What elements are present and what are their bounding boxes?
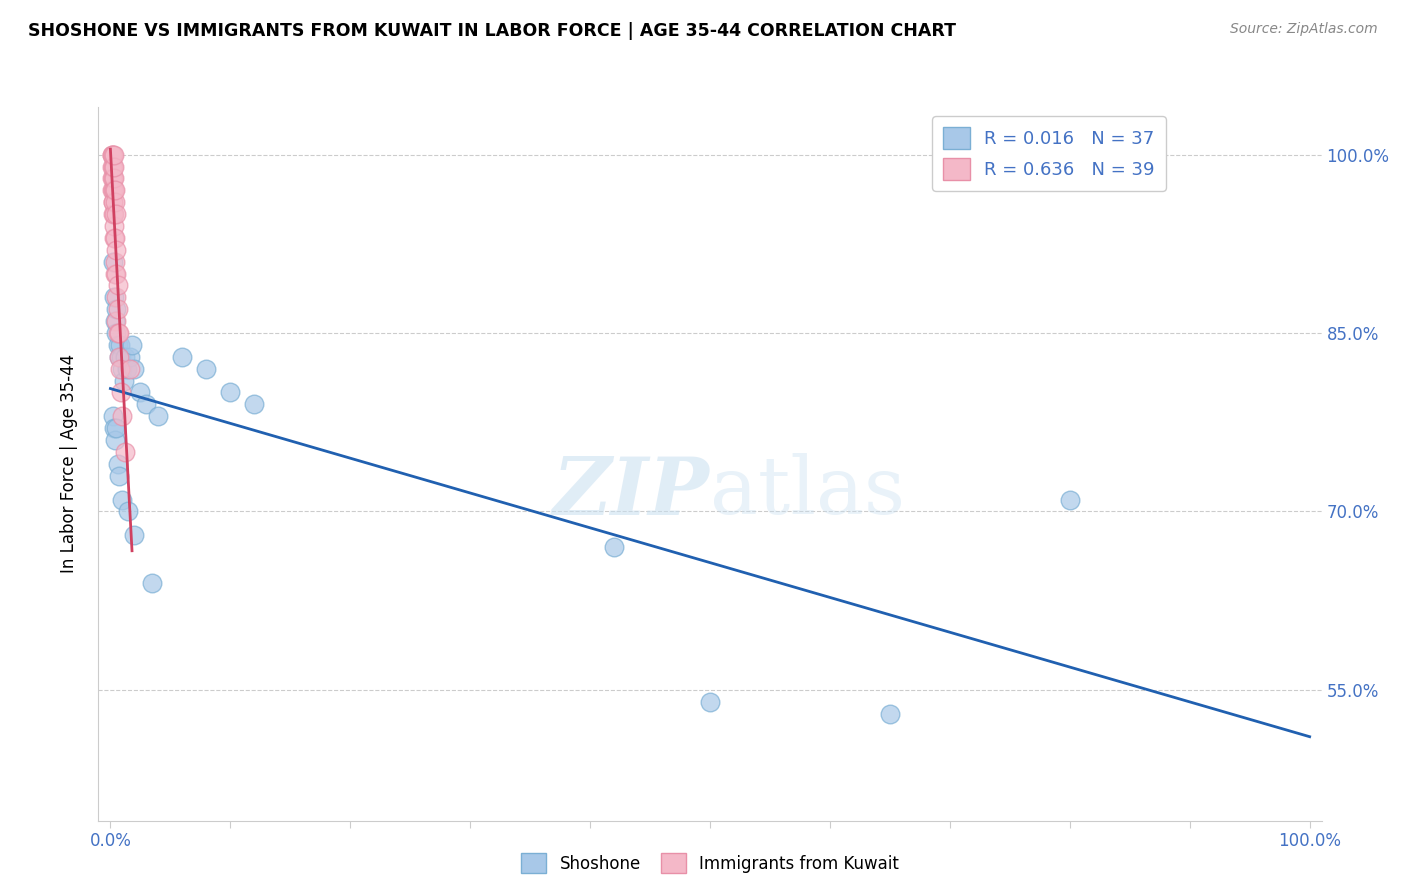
Point bbox=[243, 397, 266, 411]
Point bbox=[121, 338, 143, 352]
Point bbox=[111, 409, 134, 424]
Point bbox=[104, 231, 127, 245]
Point bbox=[101, 195, 124, 210]
Point bbox=[108, 350, 131, 364]
Point bbox=[105, 243, 128, 257]
Point bbox=[108, 361, 131, 376]
Text: atlas: atlas bbox=[710, 453, 905, 532]
Point bbox=[101, 254, 124, 268]
Point bbox=[114, 445, 136, 459]
Point bbox=[108, 326, 131, 340]
Point bbox=[118, 361, 141, 376]
Point bbox=[129, 385, 152, 400]
Text: Source: ZipAtlas.com: Source: ZipAtlas.com bbox=[1230, 22, 1378, 37]
Point bbox=[135, 397, 157, 411]
Point bbox=[172, 350, 194, 364]
Point bbox=[105, 267, 128, 281]
Point bbox=[101, 160, 124, 174]
Point bbox=[107, 302, 129, 317]
Point bbox=[103, 290, 125, 304]
Point bbox=[103, 147, 125, 161]
Point bbox=[100, 147, 122, 161]
Point bbox=[115, 361, 138, 376]
Point bbox=[105, 207, 128, 221]
Point bbox=[104, 314, 127, 328]
Point bbox=[101, 409, 124, 424]
Point bbox=[195, 361, 218, 376]
Point bbox=[105, 302, 128, 317]
Point bbox=[107, 338, 129, 352]
Point bbox=[603, 540, 626, 554]
Point bbox=[124, 361, 146, 376]
Point bbox=[101, 207, 124, 221]
Point bbox=[219, 385, 242, 400]
Point bbox=[141, 575, 163, 590]
Text: ZIP: ZIP bbox=[553, 454, 710, 531]
Point bbox=[110, 385, 132, 400]
Point bbox=[104, 267, 127, 281]
Text: SHOSHONE VS IMMIGRANTS FROM KUWAIT IN LABOR FORCE | AGE 35-44 CORRELATION CHART: SHOSHONE VS IMMIGRANTS FROM KUWAIT IN LA… bbox=[28, 22, 956, 40]
Point bbox=[104, 254, 127, 268]
Y-axis label: In Labor Force | Age 35-44: In Labor Force | Age 35-44 bbox=[59, 354, 77, 574]
Point bbox=[100, 183, 122, 197]
Point bbox=[148, 409, 170, 424]
Point bbox=[107, 326, 129, 340]
Point bbox=[103, 421, 125, 435]
Point bbox=[104, 183, 127, 197]
Point bbox=[105, 421, 128, 435]
Point bbox=[100, 171, 122, 186]
Point bbox=[101, 183, 124, 197]
Point bbox=[105, 290, 128, 304]
Point bbox=[114, 350, 136, 364]
Point bbox=[879, 706, 901, 721]
Point bbox=[111, 492, 134, 507]
Point bbox=[101, 147, 124, 161]
Point bbox=[103, 219, 125, 233]
Point bbox=[100, 160, 122, 174]
Point bbox=[118, 350, 141, 364]
Point bbox=[101, 195, 124, 210]
Point bbox=[1059, 492, 1081, 507]
Point bbox=[104, 195, 127, 210]
Point bbox=[108, 468, 131, 483]
Point bbox=[124, 528, 146, 542]
Point bbox=[699, 695, 721, 709]
Point bbox=[105, 314, 128, 328]
Point bbox=[103, 207, 125, 221]
Point bbox=[103, 171, 125, 186]
Point bbox=[101, 171, 124, 186]
Point bbox=[108, 338, 131, 352]
Point bbox=[117, 504, 139, 518]
Point bbox=[103, 160, 125, 174]
Point bbox=[108, 350, 131, 364]
Point bbox=[104, 433, 127, 447]
Legend: Shoshone, Immigrants from Kuwait: Shoshone, Immigrants from Kuwait bbox=[515, 847, 905, 880]
Point bbox=[110, 350, 132, 364]
Point bbox=[112, 374, 135, 388]
Point bbox=[103, 231, 125, 245]
Point bbox=[105, 326, 128, 340]
Point bbox=[103, 183, 125, 197]
Point bbox=[107, 278, 129, 293]
Point bbox=[111, 361, 134, 376]
Point bbox=[100, 147, 122, 161]
Point bbox=[107, 457, 129, 471]
